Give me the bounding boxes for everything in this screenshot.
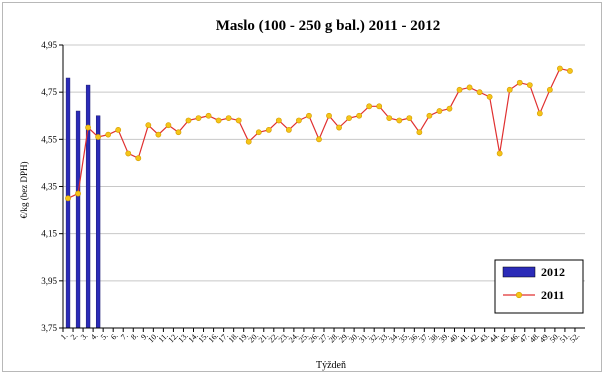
point-2011	[426, 112, 433, 119]
y-tick-label: 3,75	[41, 323, 57, 333]
bar-2012	[75, 110, 81, 329]
point-2011	[235, 117, 242, 124]
point-2011	[285, 127, 292, 133]
point-2011	[85, 124, 91, 131]
point-2011	[376, 103, 383, 110]
point-2011	[326, 112, 332, 119]
point-2011	[75, 190, 81, 197]
point-2011	[366, 103, 373, 110]
x-tick-label: 6.	[109, 331, 120, 342]
legend-2011-marker	[515, 291, 523, 299]
x-tick-label: 5.	[99, 331, 110, 342]
chart-title: Maslo (100 - 250 g bal.) 2011 - 2012	[216, 18, 441, 34]
y-tick-label: 4,75	[41, 87, 57, 97]
line-2011	[67, 67, 571, 199]
point-2011	[215, 117, 222, 124]
x-tick-label: 4.	[89, 331, 100, 342]
point-2011	[145, 122, 152, 129]
point-2011	[225, 115, 232, 122]
point-2011	[65, 195, 71, 202]
point-2011	[567, 68, 573, 74]
point-2011	[486, 93, 493, 100]
x-tick-label: 1.	[59, 331, 70, 342]
point-2011	[396, 117, 403, 124]
point-2011	[356, 112, 363, 119]
chart-frame: Maslo (100 - 250 g bal.) 2011 - 2012 €/k…	[2, 2, 602, 372]
point-2011	[536, 110, 543, 117]
legend-2012-swatch	[502, 266, 536, 278]
x-tick-label: 3.	[79, 331, 90, 342]
point-2011	[155, 131, 162, 138]
point-2011	[526, 82, 533, 88]
point-2011	[466, 84, 473, 91]
point-2011	[165, 122, 172, 129]
point-2011	[105, 131, 112, 138]
point-2011	[296, 117, 302, 124]
point-2011	[416, 129, 423, 136]
point-2011	[516, 79, 523, 86]
point-2011	[115, 127, 122, 133]
point-2011	[456, 86, 463, 93]
x-tick-label: 8.	[129, 331, 140, 342]
point-2011	[436, 108, 443, 114]
y-tick-label: 4,15	[41, 229, 57, 239]
point-2011	[245, 138, 252, 145]
y-tick-label: 4,35	[41, 182, 57, 192]
y-tick-label: 4,95	[41, 40, 57, 50]
point-2011	[125, 150, 132, 157]
y-tick-label: 3,95	[41, 276, 57, 286]
point-2011	[185, 117, 192, 124]
bar-2012	[65, 77, 71, 329]
legend: 2012 2011	[494, 259, 584, 314]
x-tick-label: 9.	[139, 331, 150, 342]
legend-2012-label: 2012	[541, 265, 565, 279]
point-2011	[506, 86, 513, 93]
bar-2012	[95, 115, 101, 329]
legend-2011-label: 2011	[541, 288, 564, 302]
point-2011	[175, 129, 182, 136]
point-2011	[306, 112, 312, 119]
point-2011	[406, 115, 413, 122]
y-tick-label: 4,55	[41, 134, 57, 144]
x-tick-label: 7.	[119, 331, 130, 342]
point-2011	[265, 127, 272, 133]
x-axis-label: Týždeň	[316, 360, 346, 371]
point-2011	[275, 117, 282, 124]
point-2011	[496, 150, 503, 157]
point-2011	[546, 86, 553, 93]
point-2011	[336, 124, 342, 131]
point-2011	[135, 155, 142, 162]
y-axis-label: €/kg (bez DPH)	[19, 162, 29, 219]
point-2011	[346, 115, 352, 122]
point-2011	[557, 65, 563, 72]
chart: Maslo (100 - 250 g bal.) 2011 - 2012 €/k…	[19, 18, 585, 371]
point-2011	[95, 134, 102, 140]
x-tick-label: 52.	[568, 331, 581, 344]
point-2011	[255, 129, 262, 136]
point-2011	[205, 112, 212, 119]
bar-2012	[85, 84, 91, 329]
point-2011	[386, 115, 393, 122]
point-2011	[316, 136, 322, 143]
point-2011	[476, 89, 483, 96]
point-2011	[195, 115, 202, 122]
point-2011	[446, 105, 453, 112]
x-tick-label: 2.	[69, 331, 80, 342]
